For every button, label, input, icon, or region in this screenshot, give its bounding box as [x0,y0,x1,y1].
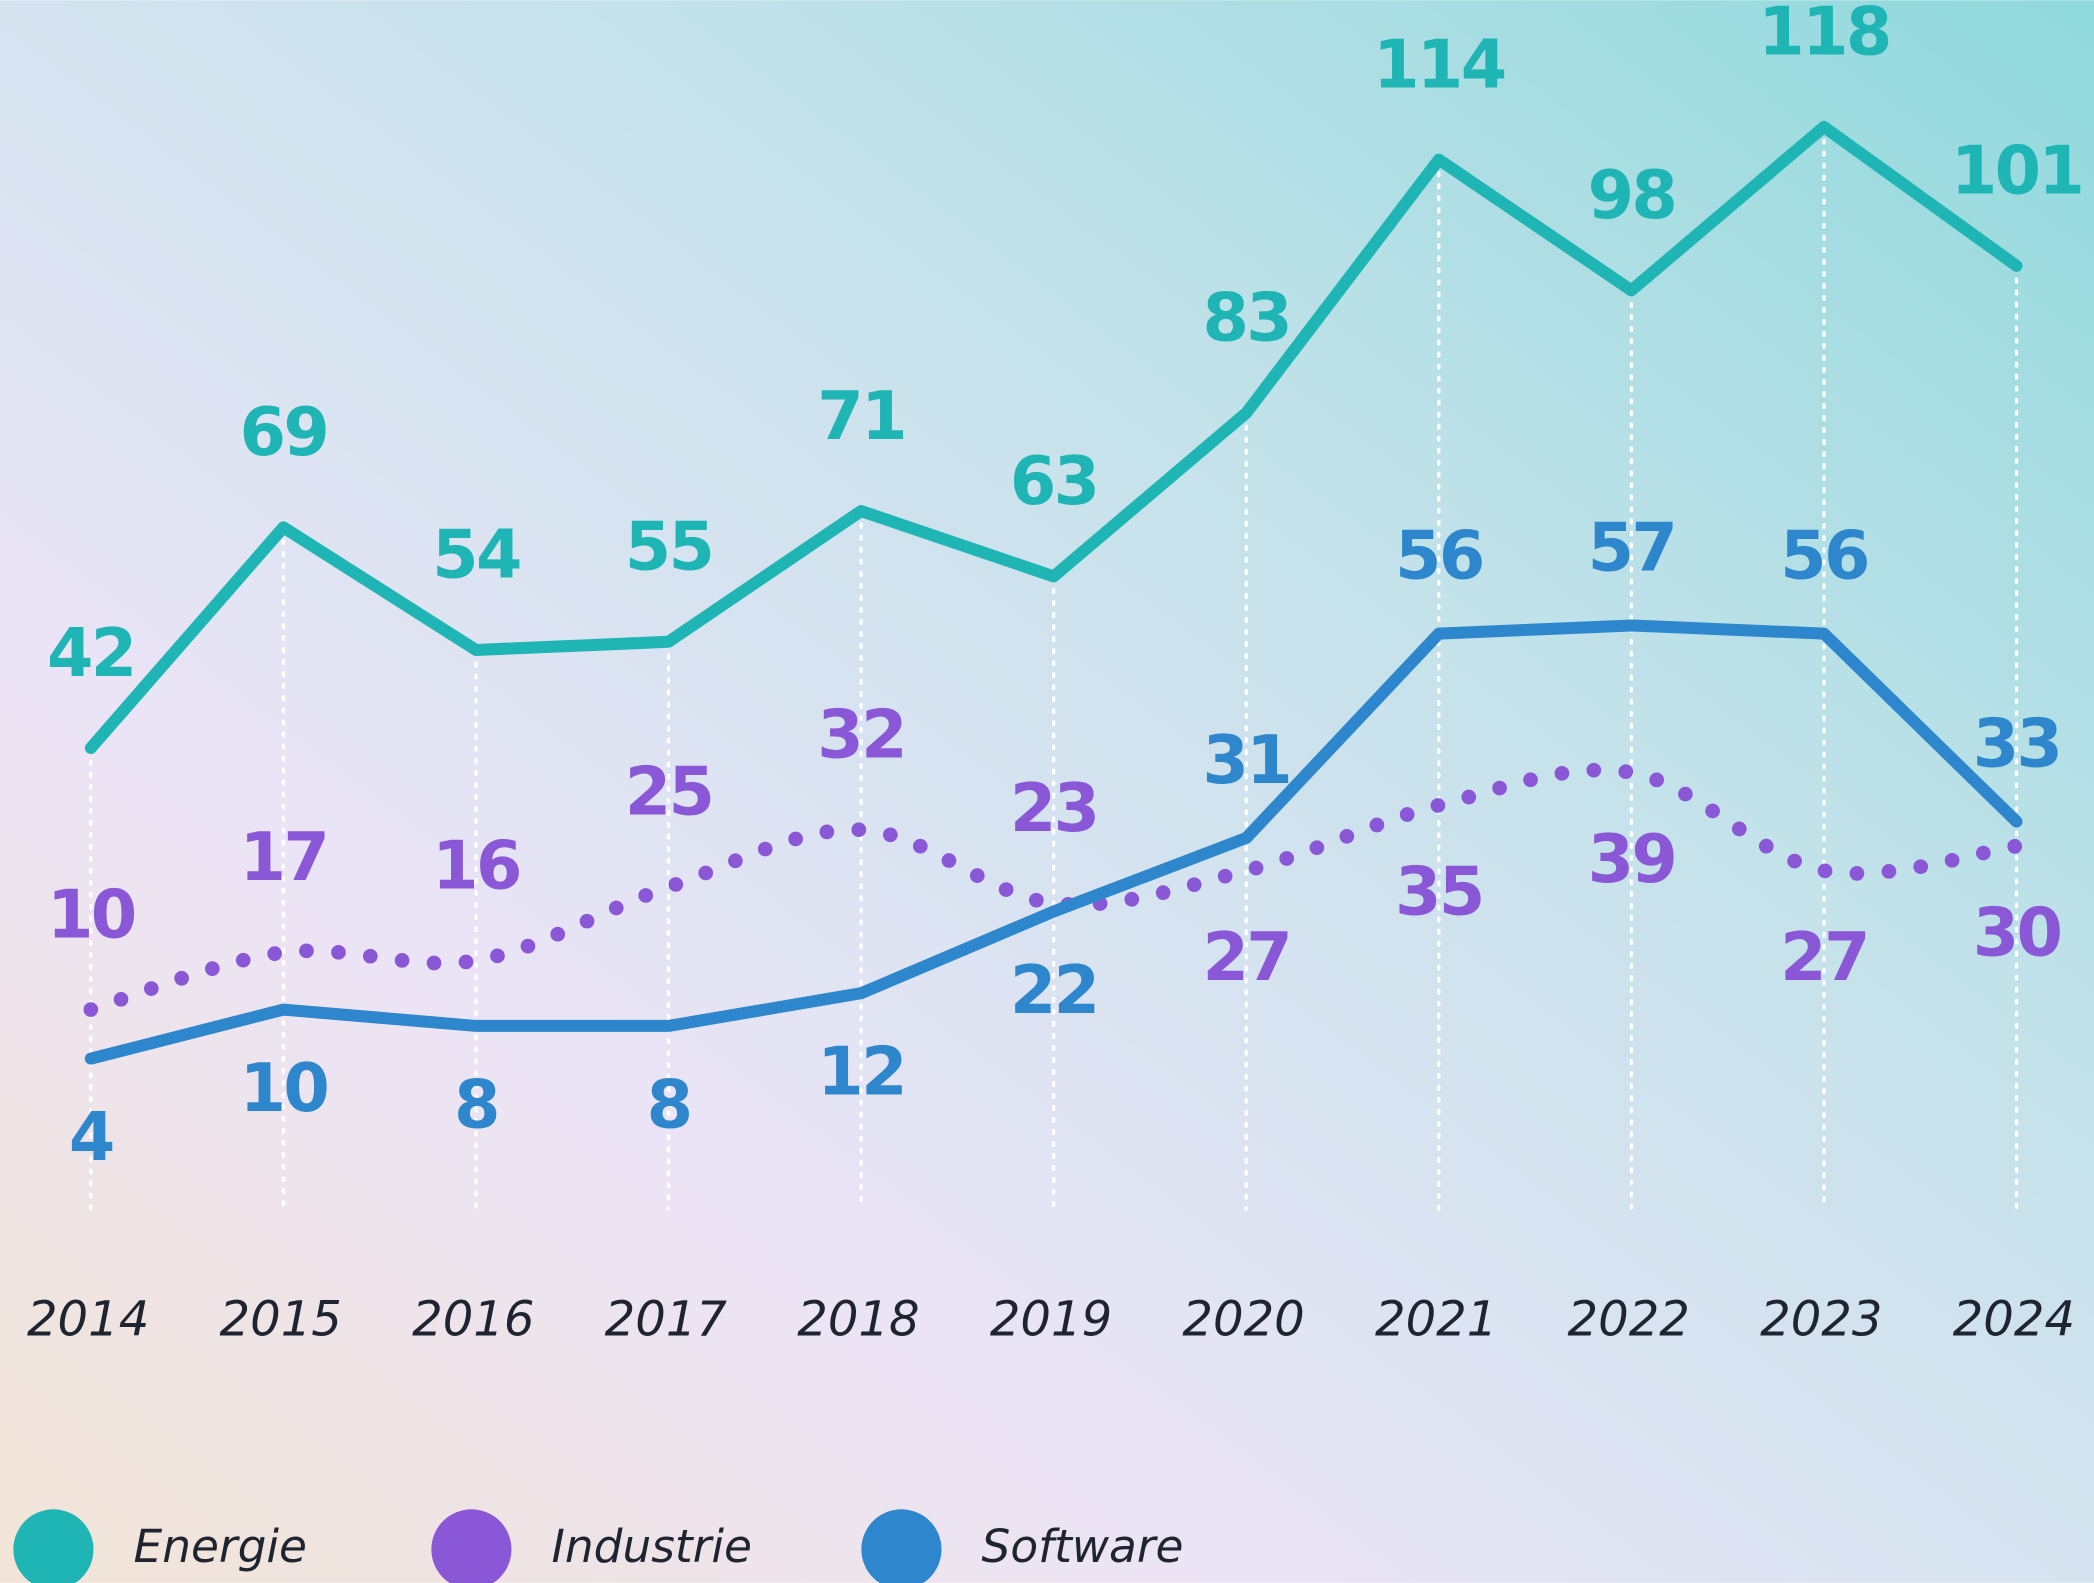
guides [89,138,2019,1211]
data-label: 83 [1202,279,1290,357]
data-label: 12 [817,1033,905,1111]
data-label: 27 [1780,918,1868,996]
data-label: 69 [240,393,328,471]
x-tick-label: 2024 [1953,1291,2075,1347]
data-label: 31 [1202,721,1290,799]
data-label: 55 [625,508,713,586]
data-label: 39 [1588,820,1676,898]
data-label: 23 [1010,769,1098,847]
x-tick-label: 2021 [1375,1291,1497,1347]
data-label: 118 [1758,0,1889,71]
x-tick-label: 2022 [1568,1291,1690,1347]
data-label: 32 [817,696,905,774]
data-label: 56 [1780,517,1868,595]
legend-marker [861,1509,942,1583]
data-label: 71 [817,377,905,455]
data-label: 8 [454,1065,498,1143]
labels: 2014 2015 2016 2017 2018 2019 2020 2021 2022 2023… [13,0,2085,1583]
data-label: 10 [47,875,135,953]
data-label: 54 [432,516,520,594]
data-label: 114 [1373,25,1505,103]
data-label: 42 [47,614,135,692]
lines [83,120,2024,1065]
x-tick-label: 2017 [605,1291,728,1347]
data-label: 25 [625,753,713,831]
data-label: 98 [1588,156,1676,234]
data-label: 35 [1395,853,1483,931]
data-label: 27 [1202,918,1290,996]
x-tick-label: 2019 [990,1291,1112,1347]
data-label: 33 [1973,705,2061,783]
data-label: 8 [647,1065,691,1143]
data-label: 30 [1973,893,2061,971]
x-tick-label: 2018 [797,1291,919,1347]
legend-marker [13,1509,94,1583]
data-label: 101 [1951,132,2082,210]
data-label: 4 [69,1098,113,1176]
x-tick-label: 2014 [27,1291,149,1347]
x-tick-label: 2020 [1182,1291,1304,1347]
x-tick-label: 2015 [220,1291,342,1347]
data-label: 17 [240,818,328,896]
legend-label: Software [982,1520,1184,1573]
x-tick-label: 2016 [412,1291,534,1347]
data-label: 16 [432,826,520,904]
x-tick-label: 2023 [1760,1291,1882,1347]
series-line [84,619,2023,1065]
data-label: 22 [1010,951,1098,1029]
legend-marker [431,1509,512,1583]
series-line [84,120,2023,755]
data-label: 10 [240,1049,328,1127]
legend-label: Industrie [552,1520,752,1573]
data-label: 56 [1395,517,1483,595]
data-label: 63 [1010,442,1098,520]
legend-label: Energie [134,1520,307,1573]
data-label: 57 [1588,509,1676,587]
